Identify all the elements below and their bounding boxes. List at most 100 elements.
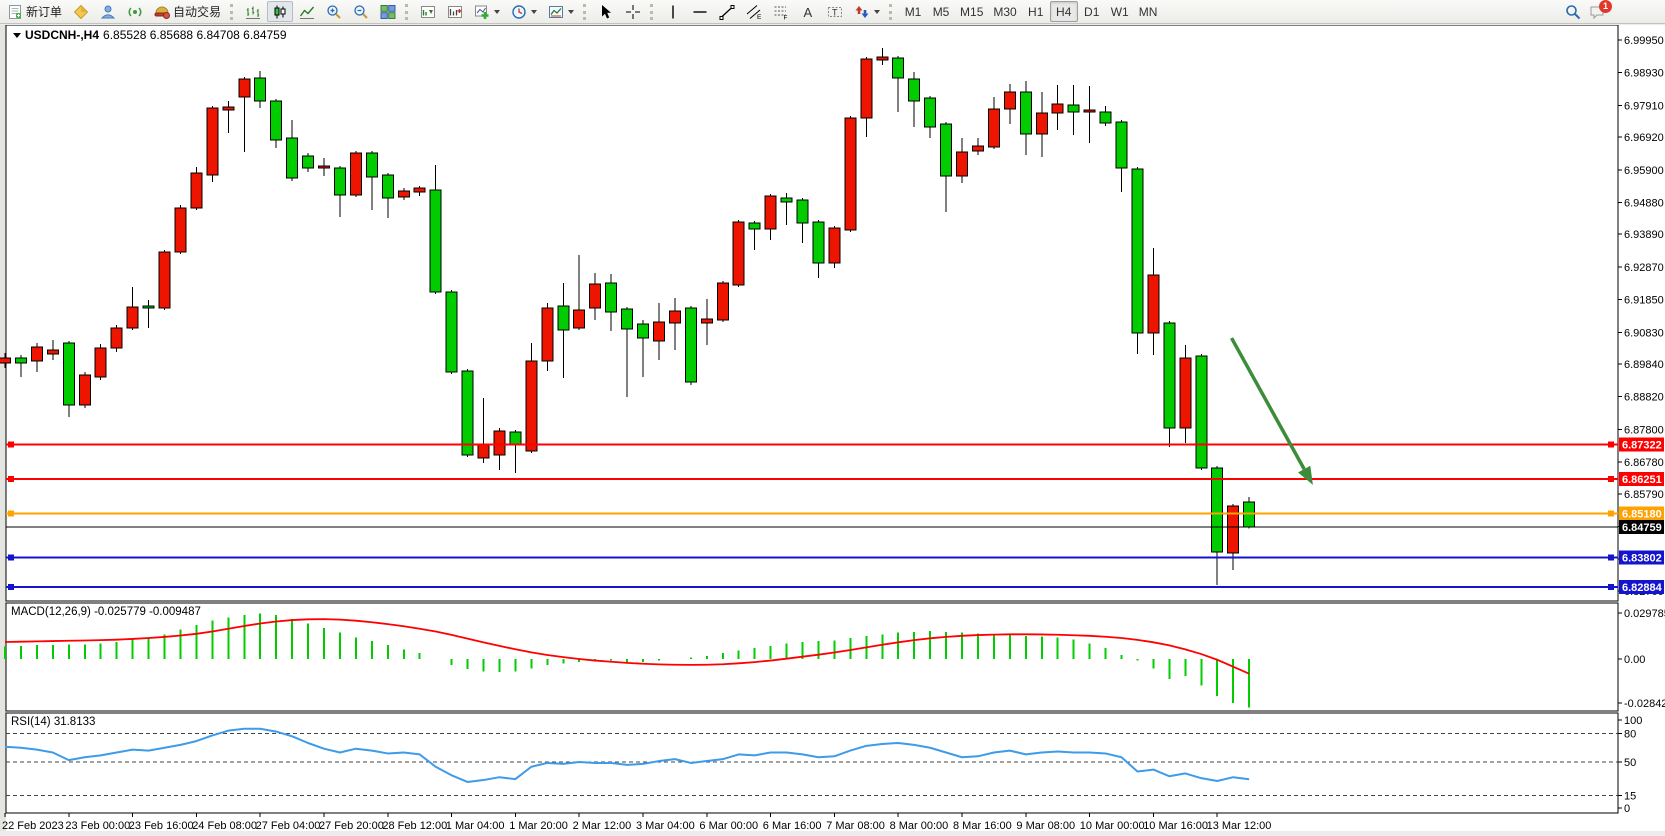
rsi-axis-label: 100 xyxy=(1624,715,1642,727)
autotrading-button[interactable]: 自动交易 xyxy=(149,1,226,22)
price-chart[interactable]: 6.99950 6.98930 6.97910 6.96920 6.95900 6.948… xyxy=(0,25,1665,836)
clock-icon xyxy=(512,4,526,19)
timeframe-d1[interactable]: D1 xyxy=(1084,4,1100,19)
price-axis-tick-label: 6.86780 xyxy=(1624,457,1664,469)
price-line-handle[interactable] xyxy=(1608,441,1614,448)
periods-button[interactable] xyxy=(506,1,542,22)
add-indicator-icon xyxy=(475,5,489,19)
text-button[interactable]: A xyxy=(795,1,821,22)
macd-axis-label: -0.028425 xyxy=(1624,698,1665,710)
price-line-handle[interactable] xyxy=(8,441,14,448)
price-line-handle[interactable] xyxy=(1608,510,1614,517)
macd-axis-label: 0.00 xyxy=(1624,654,1645,666)
svg-text:T: T xyxy=(832,7,838,17)
candle-body-down xyxy=(445,291,458,373)
candle-body-down xyxy=(365,152,378,178)
arrows-button[interactable] xyxy=(849,1,885,22)
candle-body-up xyxy=(828,227,841,264)
price-line-handle[interactable] xyxy=(8,510,14,517)
text-label-icon: T xyxy=(828,6,843,17)
metaeditor-button[interactable] xyxy=(68,1,94,22)
price-line-axis-label xyxy=(1619,519,1664,534)
timeframe-h1[interactable]: H1 xyxy=(1028,4,1044,19)
price-line-handle[interactable] xyxy=(8,554,14,561)
toolbar-right-group: 1 xyxy=(1565,0,1612,20)
candle-body-down xyxy=(892,57,905,79)
crosshair-button[interactable] xyxy=(620,1,646,22)
timeframe-m1[interactable]: M1 xyxy=(904,4,922,19)
templates-button[interactable] xyxy=(543,1,579,22)
timeframe-m5[interactable]: M5 xyxy=(932,4,950,19)
cursor-button[interactable] xyxy=(593,1,619,22)
price-axis-tick-label: 6.90830 xyxy=(1624,327,1664,339)
price-axis-tick-label: 6.93890 xyxy=(1624,229,1664,241)
candle-body-up xyxy=(987,108,1000,148)
candle-body-up xyxy=(0,357,11,364)
candlestick-chart-button[interactable] xyxy=(267,1,294,22)
candle-body-down xyxy=(1243,501,1256,528)
bar-chart-button[interactable] xyxy=(240,1,266,22)
candle-body-down xyxy=(509,431,522,446)
timeframe-m30[interactable]: M30 xyxy=(993,4,1017,19)
candle-body-up xyxy=(876,56,889,61)
candle-body-up xyxy=(732,221,745,286)
profiles-button[interactable] xyxy=(415,1,441,22)
new-order-button[interactable]: 新订单 xyxy=(2,1,67,22)
candle-body-up xyxy=(971,145,984,152)
cursor-icon xyxy=(602,4,612,18)
time-axis-label: 9 Mar 08:00 xyxy=(1016,820,1075,832)
line-chart-button[interactable] xyxy=(294,1,320,22)
vertical-line-button[interactable] xyxy=(660,1,686,22)
add-indicator-button[interactable] xyxy=(469,1,505,22)
price-line-handle[interactable] xyxy=(8,583,14,590)
zoom-out-button[interactable] xyxy=(348,1,374,22)
fibonacci-button[interactable]: F xyxy=(768,1,794,22)
candle-body-up xyxy=(493,430,506,456)
trendline-button[interactable] xyxy=(714,1,740,22)
timeframe-group: M1 M5 M15 M30 H1 H4 D1 W1 MN xyxy=(899,1,1162,22)
zoom-in-button[interactable] xyxy=(321,1,347,22)
horizontal-line-button[interactable] xyxy=(687,1,713,22)
rsi-axis-label: 0 xyxy=(1624,803,1630,815)
time-axis-label: 1 Mar 04:00 xyxy=(446,820,505,832)
community-button[interactable] xyxy=(95,1,121,22)
price-line-handle[interactable] xyxy=(1608,554,1614,561)
candle-body-up xyxy=(158,251,171,309)
signals-button[interactable] xyxy=(122,1,148,22)
macd-axis-label: 0.029785 xyxy=(1624,608,1665,620)
time-axis-label: 28 Feb 12:00 xyxy=(382,820,447,832)
macd-signal-line xyxy=(4,618,1250,675)
trend-arrow-head[interactable] xyxy=(1298,465,1313,485)
notifications-button[interactable]: 1 xyxy=(1589,0,1612,20)
price-line-handle[interactable] xyxy=(8,476,14,483)
candle-body-up xyxy=(206,107,219,176)
zoom-out-icon xyxy=(354,4,368,19)
price-line-axis-value: 6.87322 xyxy=(1622,440,1662,452)
price-line-handle[interactable] xyxy=(1608,476,1614,483)
toolbar-grip xyxy=(889,3,894,20)
search-icon[interactable] xyxy=(1565,4,1581,20)
profiles-alt-button[interactable] xyxy=(442,1,468,22)
tile-windows-button[interactable] xyxy=(375,1,401,22)
candle-body-down xyxy=(14,357,27,364)
timeframe-h4[interactable]: H4 xyxy=(1049,1,1078,22)
text-label-button[interactable]: T xyxy=(822,1,848,22)
text-icon: A xyxy=(804,5,813,20)
time-axis-label: 8 Mar 00:00 xyxy=(890,820,949,832)
community-person-icon xyxy=(100,5,116,18)
candle-body-up xyxy=(413,187,426,193)
candle-body-up xyxy=(94,347,107,378)
price-line-handle[interactable] xyxy=(1608,583,1614,590)
trend-arrow-line[interactable] xyxy=(1230,337,1306,470)
horizontal-line-icon xyxy=(693,10,707,13)
timeframe-m15[interactable]: M15 xyxy=(960,4,984,19)
symbol-timeframe-label: USDCNH-,H4 xyxy=(25,28,100,42)
candle-body-up xyxy=(1147,274,1160,334)
equidistant-channel-button[interactable]: E xyxy=(741,1,767,22)
autotrading-icon xyxy=(154,6,171,19)
timeframe-w1[interactable]: W1 xyxy=(1110,4,1129,19)
timeframe-mn[interactable]: MN xyxy=(1138,4,1158,19)
symbol-dropdown-icon[interactable] xyxy=(13,32,21,38)
macd-panel xyxy=(5,602,1619,712)
price-line-axis-label xyxy=(1619,472,1664,487)
